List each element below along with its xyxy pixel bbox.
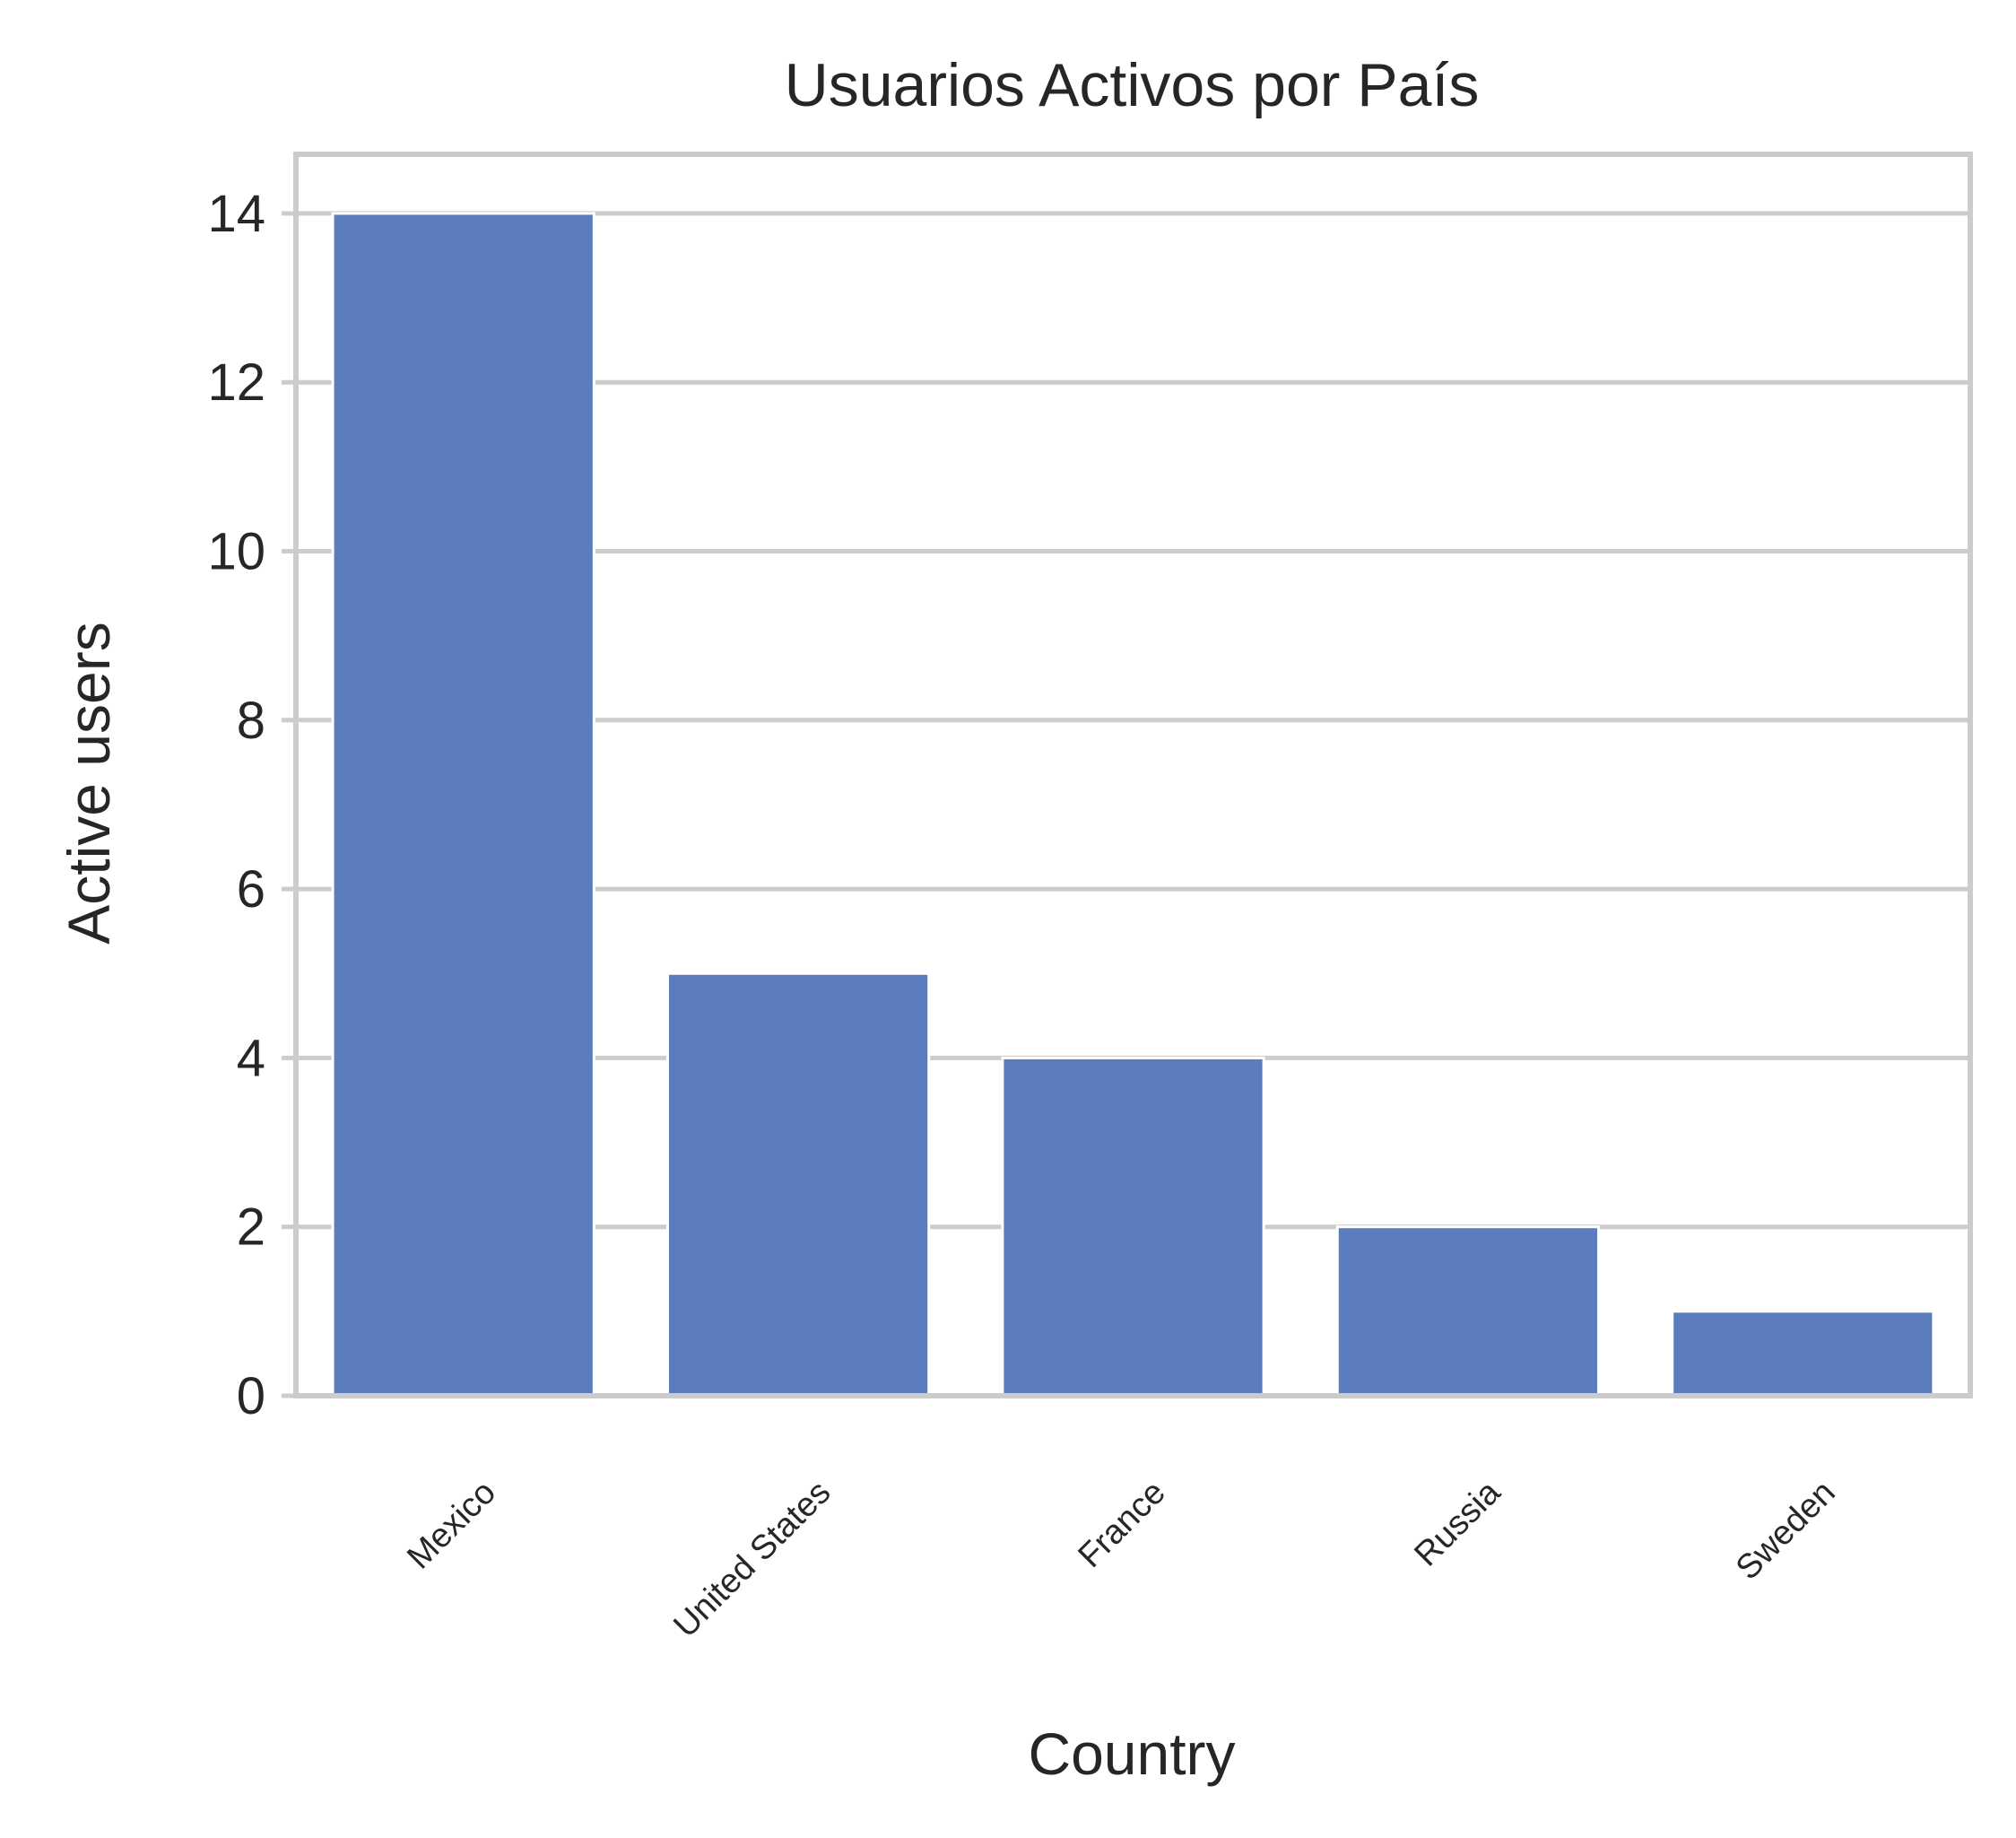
bar-sweden (1671, 1310, 1935, 1398)
y-tick-label: 2 (237, 1198, 265, 1257)
bar-russia (1335, 1225, 1601, 1398)
y-tick-label: 8 (237, 692, 265, 750)
y-tick-label: 0 (237, 1367, 265, 1425)
y-tick-label: 14 (207, 185, 265, 243)
bar-mexico (331, 212, 595, 1398)
y-axis-label: Active users (56, 622, 122, 944)
y-tick-label: 6 (237, 860, 265, 919)
bars (331, 212, 1935, 1398)
bar-united-states (665, 971, 931, 1398)
bar-france (1001, 1056, 1265, 1398)
y-tick-label: 12 (207, 353, 265, 412)
chart-title: Usuarios Activos por País (785, 51, 1480, 119)
y-tick-label: 10 (207, 523, 265, 581)
plot-frame (293, 152, 1973, 1398)
x-axis-label: Country (1028, 1720, 1235, 1787)
y-axis-ticks: 0 2 4 6 8 10 12 14 (207, 185, 296, 1425)
y-tick-label: 4 (237, 1029, 265, 1087)
